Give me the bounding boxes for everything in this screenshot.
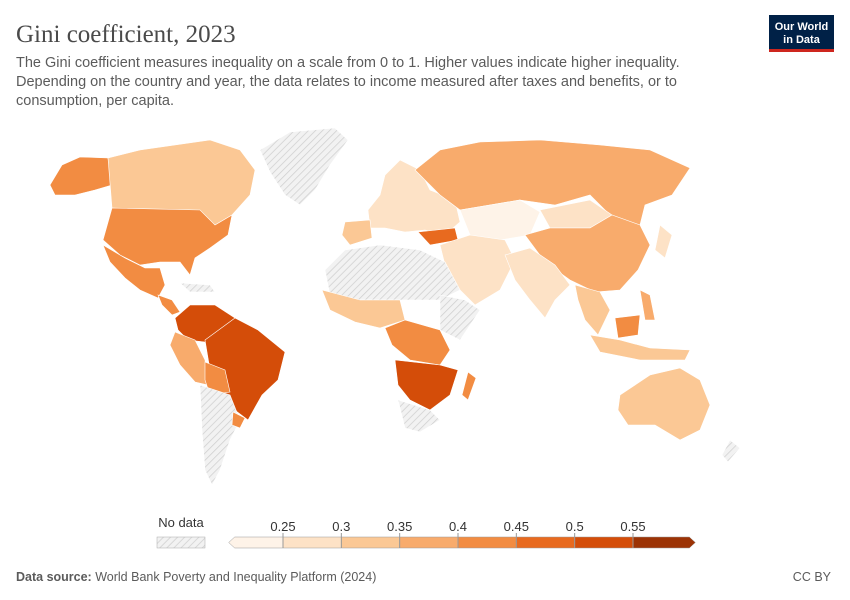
central-america: [157, 294, 181, 316]
china: [524, 214, 651, 293]
logo-box: [769, 15, 834, 52]
legend-bin[interactable]: [457, 536, 517, 549]
west-africa: [321, 289, 406, 329]
logo-text: in Data: [783, 34, 821, 46]
legend-bin[interactable]: [632, 536, 696, 549]
usa: [102, 207, 233, 276]
subtitle: The Gini coefficient measures inequality…: [16, 55, 680, 71]
argentina-chile: [199, 384, 241, 486]
logo-text: Our World: [775, 21, 829, 33]
legend-bin[interactable]: [228, 536, 284, 549]
legend-bin[interactable]: [399, 536, 459, 549]
source-text: World Bank Poverty and Inequality Platfo…: [95, 570, 376, 584]
indonesia: [589, 334, 691, 361]
no-data-swatch[interactable]: [156, 536, 206, 549]
license: CC BY: [793, 570, 832, 584]
legend-tick-label: 0.25: [270, 519, 295, 534]
madagascar: [461, 371, 477, 401]
europe: [367, 159, 461, 236]
peru: [169, 331, 209, 386]
legend-tick-label: 0.3: [332, 519, 350, 534]
source-label: Data source:: [16, 570, 92, 584]
legend-tick-label: 0.45: [504, 519, 529, 534]
south-africa: [397, 399, 441, 433]
legend-bin[interactable]: [282, 536, 342, 549]
india: [504, 247, 571, 319]
legend-bin[interactable]: [516, 536, 575, 549]
north-africa: [324, 244, 461, 301]
subtitle: consumption, per capita.: [16, 93, 174, 109]
legend-bin[interactable]: [341, 536, 400, 549]
legend-bin[interactable]: [574, 536, 634, 549]
east-africa: [439, 294, 481, 341]
philippines: [639, 289, 656, 321]
southern-africa: [394, 359, 459, 411]
legend-tick-label: 0.4: [449, 519, 467, 534]
southeast-asia: [574, 284, 611, 336]
legend: No data 0.25 0.3 0.35 0.4 0.45 0.5 0.55: [156, 515, 696, 549]
logo-bar: [769, 49, 834, 52]
caribbean: [179, 282, 216, 293]
map: [49, 127, 741, 486]
title: Gini coefficient, 2023: [16, 21, 236, 48]
mexico: [102, 244, 166, 299]
uruguay: [231, 411, 246, 429]
source: Data source: World Bank Poverty and Ineq…: [16, 570, 376, 584]
central-africa: [384, 319, 451, 366]
no-data-label: No data: [158, 515, 204, 530]
iberia: [341, 219, 373, 246]
japan: [654, 224, 673, 259]
legend-tick-label: 0.55: [620, 519, 645, 534]
legend-tick-label: 0.5: [566, 519, 584, 534]
alaska: [49, 156, 113, 196]
logo[interactable]: Our World in Data: [769, 15, 834, 52]
legend-tick-label: 0.35: [387, 519, 412, 534]
australia: [617, 367, 711, 441]
new-zealand: [721, 439, 741, 463]
greenland: [259, 127, 349, 206]
borneo: [614, 314, 641, 339]
subtitle: Depending on the country and year, the d…: [16, 74, 677, 90]
